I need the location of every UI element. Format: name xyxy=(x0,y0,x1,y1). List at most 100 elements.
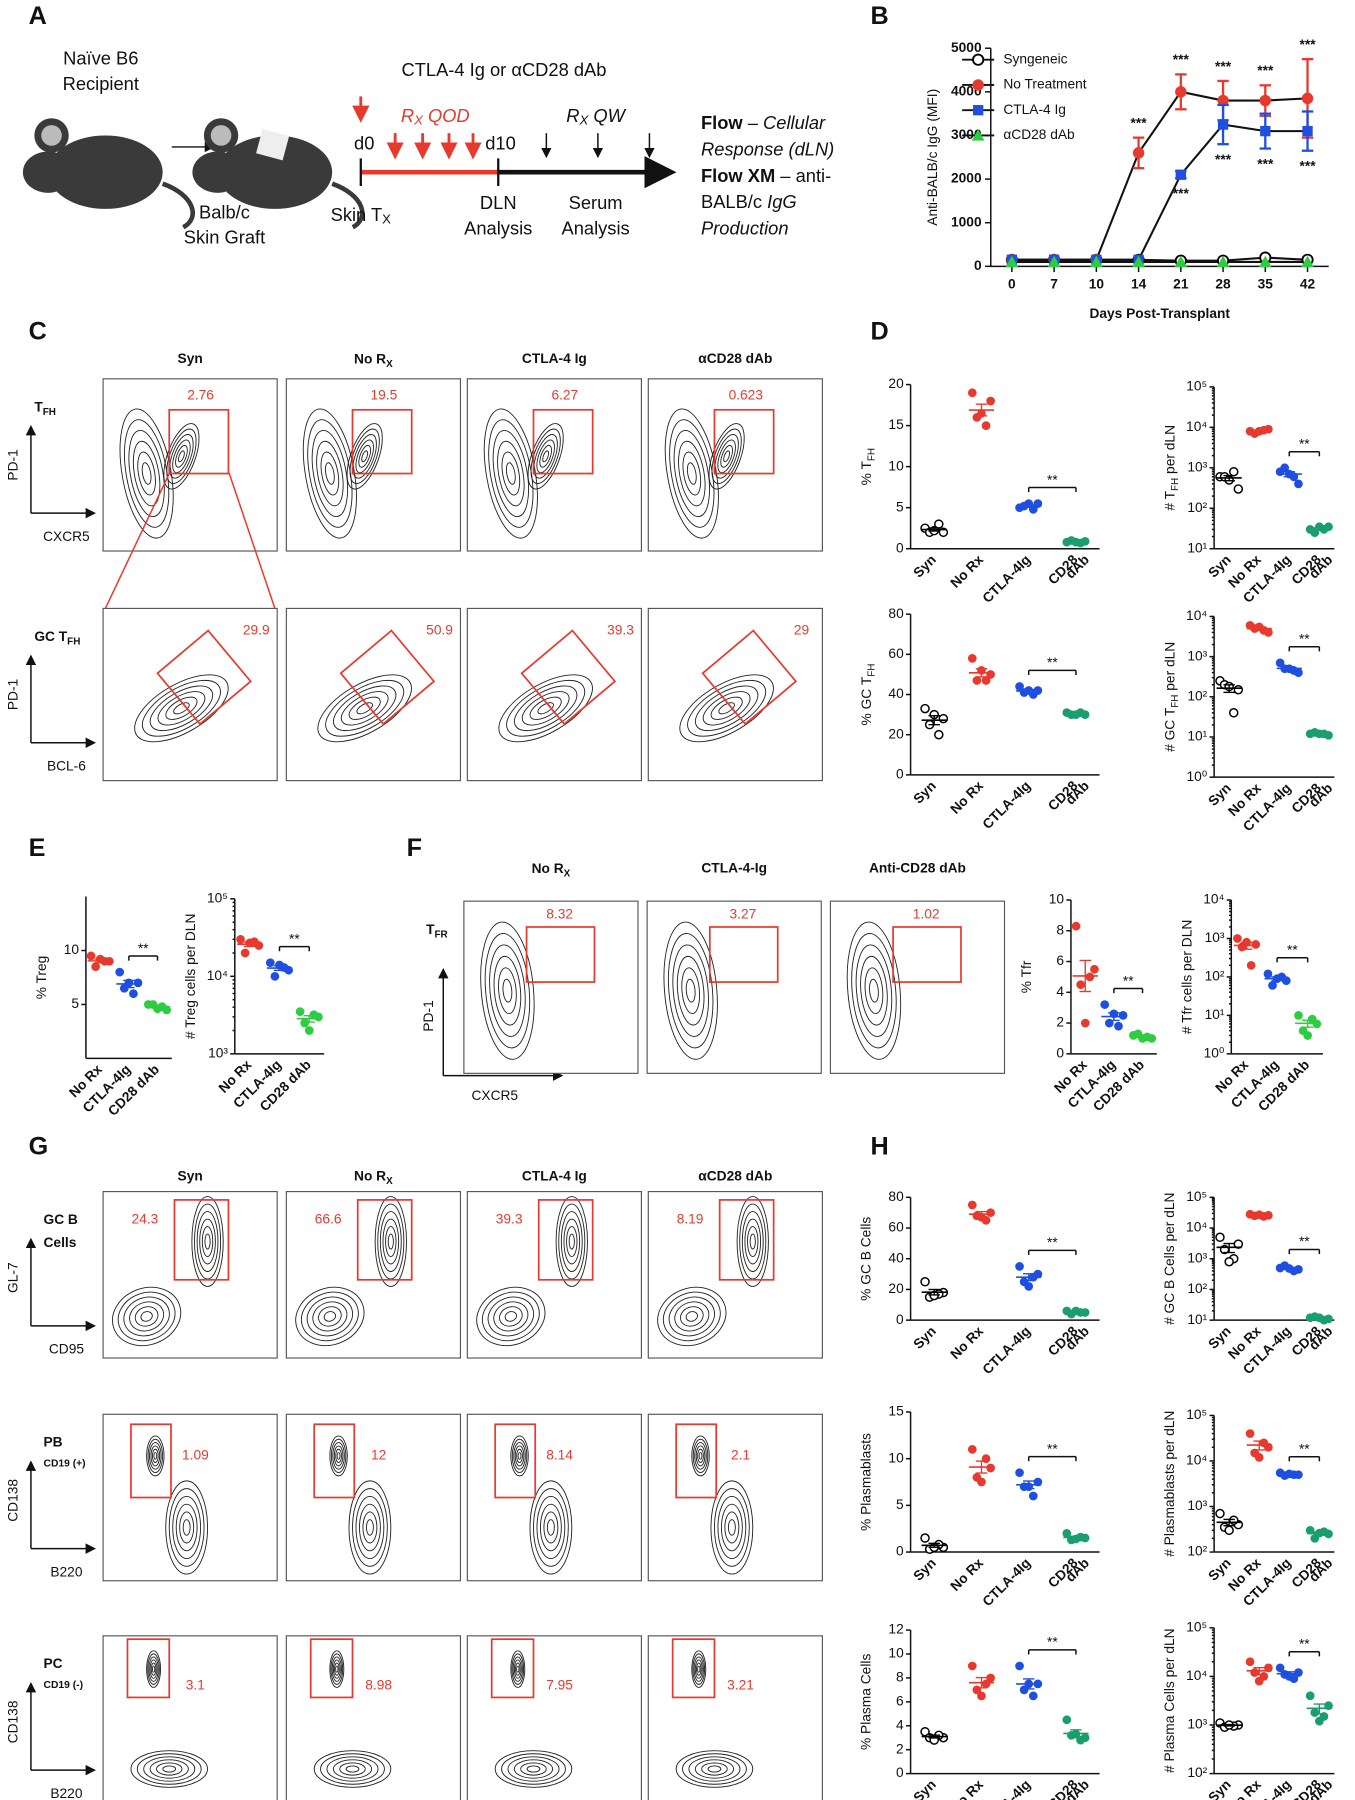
data-point xyxy=(129,989,138,999)
contour xyxy=(511,1653,525,1685)
contour xyxy=(339,1762,366,1776)
column-header: αCD28 dAb xyxy=(698,351,772,366)
gate xyxy=(126,1638,171,1699)
contour xyxy=(349,428,380,485)
gate-frequency: 3.21 xyxy=(727,1677,754,1692)
contour xyxy=(533,1488,569,1567)
contour xyxy=(112,1286,182,1347)
contour xyxy=(717,439,736,474)
column-header-sub: X xyxy=(386,1176,393,1187)
readout-line: Flow – Cellular xyxy=(701,112,826,133)
readout-line: Flow XM – anti- xyxy=(701,165,831,186)
significance: ** xyxy=(1047,1441,1058,1456)
contour xyxy=(168,1488,205,1567)
y-tick-label: 10¹ xyxy=(1187,729,1207,744)
contour xyxy=(702,691,751,726)
gate xyxy=(537,1199,594,1281)
contour xyxy=(697,1448,704,1464)
contour xyxy=(345,1765,360,1773)
gate-frequency: 3.1 xyxy=(186,1677,205,1692)
marker xyxy=(1047,255,1061,268)
plot-frame xyxy=(466,1191,642,1359)
data-point xyxy=(270,971,280,981)
gate-frequency: 66.6 xyxy=(315,1212,342,1227)
contour xyxy=(379,1211,402,1272)
legend-label: αCD28 dAb xyxy=(1003,127,1075,142)
contour xyxy=(385,1226,397,1257)
contour xyxy=(527,423,564,490)
data-point xyxy=(295,1007,305,1017)
y-tick-label: 2000 xyxy=(951,171,982,186)
contour xyxy=(546,1519,555,1536)
contour xyxy=(529,1480,573,1575)
contour xyxy=(514,1445,525,1467)
marker xyxy=(1175,169,1186,180)
flow-plot: 8.32 xyxy=(463,900,639,1074)
y-tick-label: 15 xyxy=(888,1404,904,1419)
contour xyxy=(156,1762,183,1776)
schematic-text: Analysis xyxy=(464,217,532,238)
data-point xyxy=(986,1463,995,1473)
y-axis-label: # TFH per dLN xyxy=(1162,425,1181,511)
readout-part: Production xyxy=(701,217,789,238)
row-note: CD19 (+) xyxy=(44,1458,86,1469)
row-label-sub: FH xyxy=(67,636,80,647)
rx-qod-rest: QOD xyxy=(423,105,470,126)
contour xyxy=(682,1753,747,1785)
contour xyxy=(147,1653,160,1685)
y-tick-label: 10⁵ xyxy=(1186,378,1207,393)
y-tick-label: 0 xyxy=(974,258,982,273)
rx-qw-main: R xyxy=(566,105,579,126)
significance: ** xyxy=(1047,655,1058,670)
panel-label: F xyxy=(407,834,422,862)
plot-frame xyxy=(285,607,462,782)
plot-frame xyxy=(285,1635,462,1800)
contour xyxy=(356,702,373,715)
contour xyxy=(662,1291,721,1342)
gate-frequency: 6.27 xyxy=(551,388,578,403)
gate-frequency: 3.27 xyxy=(730,907,757,922)
contour xyxy=(697,1665,701,1673)
y-axis-label: # Tfr cells per DLN xyxy=(1179,920,1194,1035)
contour xyxy=(146,1435,165,1477)
y-axis-label: % Plasmablasts xyxy=(859,1433,874,1531)
gate xyxy=(675,1423,718,1499)
significance: *** xyxy=(1300,37,1317,52)
contour xyxy=(382,1218,400,1265)
contour xyxy=(710,1480,754,1575)
axis-label: PD-1 xyxy=(5,679,20,710)
y-tick-label: 10⁴ xyxy=(1186,419,1207,434)
y-tick-label: 10¹ xyxy=(1187,1312,1207,1327)
y-tick-label: 0 xyxy=(896,1312,904,1327)
contour xyxy=(510,1435,529,1477)
contour xyxy=(311,430,349,518)
contour xyxy=(117,1291,176,1342)
data-point xyxy=(934,729,944,740)
row-label-sub: FR xyxy=(434,929,447,940)
significance: *** xyxy=(1215,59,1232,74)
contour xyxy=(744,1218,762,1265)
contour xyxy=(134,1306,159,1327)
contour xyxy=(710,696,743,720)
contour xyxy=(318,1306,342,1327)
plot-frame xyxy=(466,607,642,782)
gate xyxy=(520,629,617,726)
row-label: TFR xyxy=(426,921,448,940)
gate xyxy=(892,926,962,983)
contour xyxy=(149,685,214,732)
schematic-text: Skin Graft xyxy=(184,227,265,248)
contour xyxy=(355,439,374,474)
contour xyxy=(674,1301,710,1332)
significance: ** xyxy=(1287,943,1298,958)
contour xyxy=(483,408,538,539)
y-axis-label-rest: per dLN xyxy=(1162,642,1177,695)
data-point xyxy=(1015,1262,1024,1271)
mouse-grafted xyxy=(192,118,365,230)
y-tick-label: 10² xyxy=(1187,1544,1207,1559)
rx-qw-rest: QW xyxy=(588,105,626,126)
axis-label: BCL-6 xyxy=(47,758,86,773)
gate-frequency: 2.1 xyxy=(731,1448,750,1463)
skin-tx-main: Skin T xyxy=(331,204,383,225)
contour xyxy=(492,430,530,518)
contour xyxy=(147,1438,164,1474)
